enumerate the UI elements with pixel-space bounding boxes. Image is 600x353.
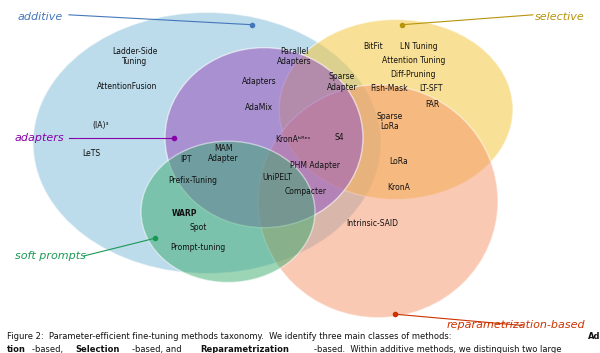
Text: PHM Adapter: PHM Adapter bbox=[290, 161, 340, 170]
Text: FAR: FAR bbox=[425, 100, 439, 109]
Text: (IA)³: (IA)³ bbox=[92, 121, 109, 130]
Text: LT-SFT: LT-SFT bbox=[419, 84, 443, 94]
Text: tion: tion bbox=[7, 345, 26, 353]
Text: soft prompts: soft prompts bbox=[15, 251, 86, 261]
Text: -based,: -based, bbox=[32, 345, 65, 353]
Text: Prompt-tuning: Prompt-tuning bbox=[170, 243, 226, 252]
Text: -based, and: -based, and bbox=[133, 345, 185, 353]
Text: BitFit: BitFit bbox=[364, 42, 383, 51]
Text: IPT: IPT bbox=[180, 155, 192, 164]
Text: UniPELT: UniPELT bbox=[262, 173, 292, 182]
Text: Adapters: Adapters bbox=[242, 77, 277, 86]
Text: Selection: Selection bbox=[75, 345, 119, 353]
Text: adapters: adapters bbox=[15, 133, 65, 143]
Text: Spot: Spot bbox=[190, 223, 206, 232]
Text: Reparametrization: Reparametrization bbox=[200, 345, 289, 353]
Text: WARP: WARP bbox=[172, 209, 197, 218]
Text: LoRa: LoRa bbox=[389, 157, 409, 166]
Text: AdaMix: AdaMix bbox=[245, 103, 273, 112]
Text: KronAᵇᴿᵉˢ: KronAᵇᴿᵉˢ bbox=[275, 135, 311, 144]
Text: Prefix-Tuning: Prefix-Tuning bbox=[169, 176, 218, 185]
Text: -based.  Within additive methods, we distinguish two large: -based. Within additive methods, we dist… bbox=[314, 345, 562, 353]
Text: additive: additive bbox=[18, 12, 63, 22]
Text: Sparse
Adapter: Sparse Adapter bbox=[326, 72, 358, 91]
Ellipse shape bbox=[165, 48, 363, 228]
Text: AttentionFusion: AttentionFusion bbox=[97, 82, 157, 91]
Text: selective: selective bbox=[535, 12, 585, 22]
Text: Parallel
Adapters: Parallel Adapters bbox=[277, 47, 311, 66]
Text: Fish-Mask: Fish-Mask bbox=[370, 84, 407, 94]
Text: reparametrization-based: reparametrization-based bbox=[446, 321, 585, 330]
Text: MAM
Adapter: MAM Adapter bbox=[208, 144, 239, 163]
Text: LeTS: LeTS bbox=[82, 149, 100, 158]
Text: Compacter: Compacter bbox=[285, 187, 327, 196]
Ellipse shape bbox=[279, 19, 513, 199]
Text: Diff-Pruning: Diff-Pruning bbox=[390, 70, 436, 79]
Text: LN Tuning: LN Tuning bbox=[400, 42, 437, 51]
Text: Addi-: Addi- bbox=[587, 332, 600, 341]
Text: Attention Tuning: Attention Tuning bbox=[382, 56, 446, 65]
Ellipse shape bbox=[258, 85, 498, 318]
Text: Ladder-Side
Tuning: Ladder-Side Tuning bbox=[112, 47, 158, 66]
Text: Intrinsic-SAID: Intrinsic-SAID bbox=[346, 219, 398, 228]
Text: Sparse
LoRa: Sparse LoRa bbox=[377, 112, 403, 131]
Text: KronA: KronA bbox=[388, 183, 410, 192]
Text: Figure 2:  Parameter-efficient fine-tuning methods taxonomy.  We identify three : Figure 2: Parameter-efficient fine-tunin… bbox=[7, 332, 457, 341]
Ellipse shape bbox=[141, 141, 315, 282]
Text: S4: S4 bbox=[334, 133, 344, 142]
Ellipse shape bbox=[33, 12, 381, 274]
